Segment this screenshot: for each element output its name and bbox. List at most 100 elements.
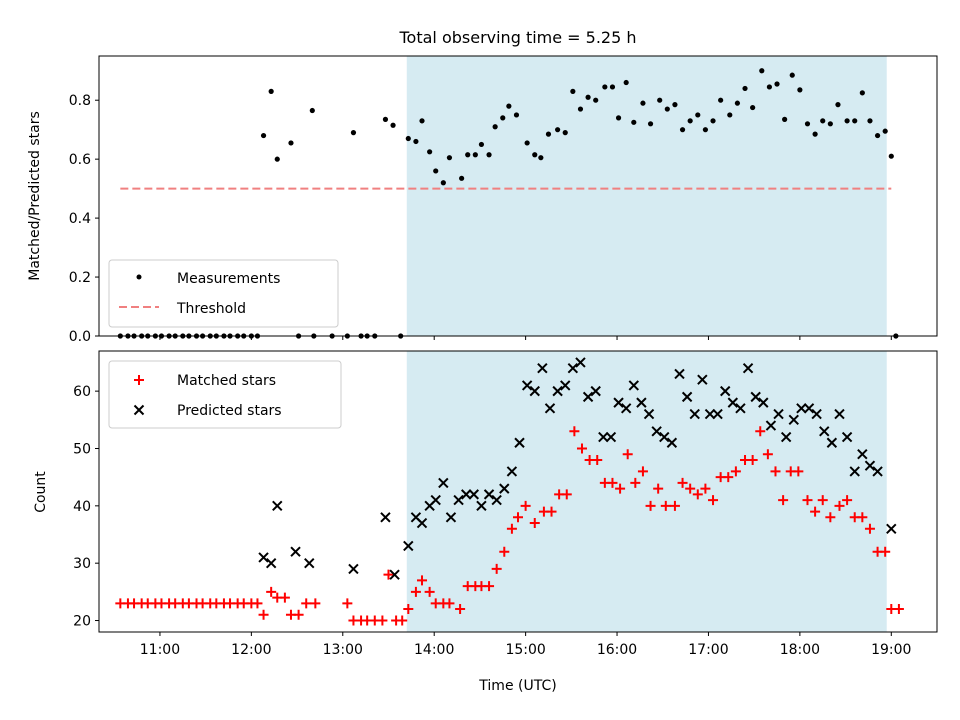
bottom-axes-frame — [98, 350, 938, 633]
measurement-point — [506, 103, 512, 109]
predicted-star-point — [438, 477, 449, 489]
matched-star-point — [810, 506, 821, 517]
matched-star-point — [660, 500, 671, 511]
top-legend: Measurements Threshold — [108, 259, 339, 328]
predicted-star-point — [304, 557, 315, 569]
predicted-stars-points — [258, 357, 897, 580]
predicted-star-point — [681, 391, 693, 403]
measurement-point — [695, 112, 701, 118]
threshold-legend-label: Threshold — [176, 301, 246, 317]
matched-star-point — [825, 512, 836, 523]
predicted-star-point — [430, 494, 441, 506]
bottom-x-ticks: 11:00 12:00 13:00 14:00 15:00 16:00 17:00 18:00… — [140, 632, 911, 658]
x-tick-label: 13:00 — [323, 642, 363, 658]
predicted-star-point — [674, 368, 685, 380]
measurement-point — [797, 87, 803, 93]
predicted-star-point — [514, 437, 525, 448]
measurement-point — [664, 106, 670, 112]
y-tick-label: 0.4 — [69, 211, 91, 227]
measurement-point — [657, 97, 663, 103]
predicted-star-point — [788, 414, 799, 426]
matched-star-point — [424, 586, 435, 597]
measurement-point — [260, 132, 267, 139]
measurement-point — [672, 102, 678, 108]
predicted-star-point — [864, 460, 876, 471]
top-y-axis-label: Matched/Predicted stars — [27, 111, 43, 281]
predicted-star-point — [620, 403, 632, 414]
measurement-point — [405, 135, 411, 142]
predicted-star-point — [758, 397, 769, 408]
predicted-star-point — [348, 563, 359, 575]
measurement-point — [492, 124, 498, 130]
predicted-star-point — [258, 552, 269, 563]
matched-star-point — [685, 483, 696, 494]
predicted-star-point — [689, 408, 700, 420]
y-tick-label: 50 — [73, 441, 91, 457]
measurement-point — [640, 100, 646, 106]
matched-star-point — [802, 495, 813, 506]
predicted-star-point — [697, 374, 708, 385]
measurement-point — [734, 100, 741, 106]
measurement-point — [472, 152, 478, 158]
x-axis-label: Time (UTC) — [478, 678, 556, 694]
measurement-point — [274, 156, 280, 162]
matched-star-point — [293, 609, 304, 620]
matched-legend-marker — [134, 375, 144, 385]
matched-star-point — [520, 500, 531, 511]
predicted-star-point — [575, 357, 586, 368]
chart-title: Total observing time = 5.25 h — [398, 28, 636, 47]
measurement-point — [679, 127, 686, 133]
predicted-star-point — [773, 408, 784, 420]
matched-star-point — [592, 454, 603, 465]
ratio-panel: 0.00.20.40.60.8 Matched/Predicted stars … — [27, 55, 938, 345]
matched-stars-points — [115, 426, 904, 626]
matched-star-point — [417, 575, 428, 586]
measurement-point — [687, 118, 693, 124]
predicted-star-point — [521, 380, 533, 391]
matched-star-point — [677, 477, 688, 488]
predicted-star-point — [468, 489, 480, 500]
predicted-star-point — [476, 500, 487, 512]
predicted-star-point — [796, 403, 807, 414]
measurement-point — [742, 85, 748, 92]
matched-star-point — [834, 500, 845, 511]
predicted-star-point — [834, 408, 845, 420]
matched-star-point — [645, 500, 656, 511]
matched-star-point — [615, 483, 626, 494]
y-tick-label: 30 — [73, 556, 91, 572]
measurement-point — [835, 102, 841, 108]
measurement-point — [555, 127, 561, 133]
predicted-star-point — [849, 466, 860, 477]
predicted-star-point — [590, 385, 601, 397]
measurement-point — [702, 127, 709, 133]
matched-star-point — [491, 563, 502, 574]
predicted-star-point — [857, 449, 868, 460]
x-tick-label: 19:00 — [871, 642, 911, 658]
predicted-star-point — [499, 483, 510, 494]
predicted-star-point — [389, 569, 400, 580]
predicted-star-point — [567, 362, 579, 374]
predicted-star-point — [636, 397, 647, 408]
predicted-star-point — [506, 466, 518, 477]
predicted-star-point — [416, 517, 428, 529]
predicted-star-point — [265, 557, 277, 569]
measurement-point — [593, 97, 599, 103]
measurement-point — [440, 180, 446, 186]
bottom-legend-box — [108, 360, 342, 429]
measurement-point — [446, 155, 453, 161]
measurement-point — [545, 131, 552, 137]
y-tick-label: 20 — [73, 614, 91, 630]
measurement-point — [602, 84, 608, 90]
predicted-star-point — [582, 391, 594, 403]
predicted-star-point — [290, 546, 301, 557]
measurement-point — [390, 122, 396, 128]
matched-star-point — [569, 426, 580, 437]
measurement-point — [465, 152, 471, 158]
measurement-point — [538, 155, 544, 161]
measurement-point — [459, 175, 465, 181]
matched-star-point — [266, 586, 277, 597]
matched-star-point — [793, 466, 804, 477]
matched-star-point — [484, 581, 495, 592]
predicted-star-point — [598, 431, 609, 443]
